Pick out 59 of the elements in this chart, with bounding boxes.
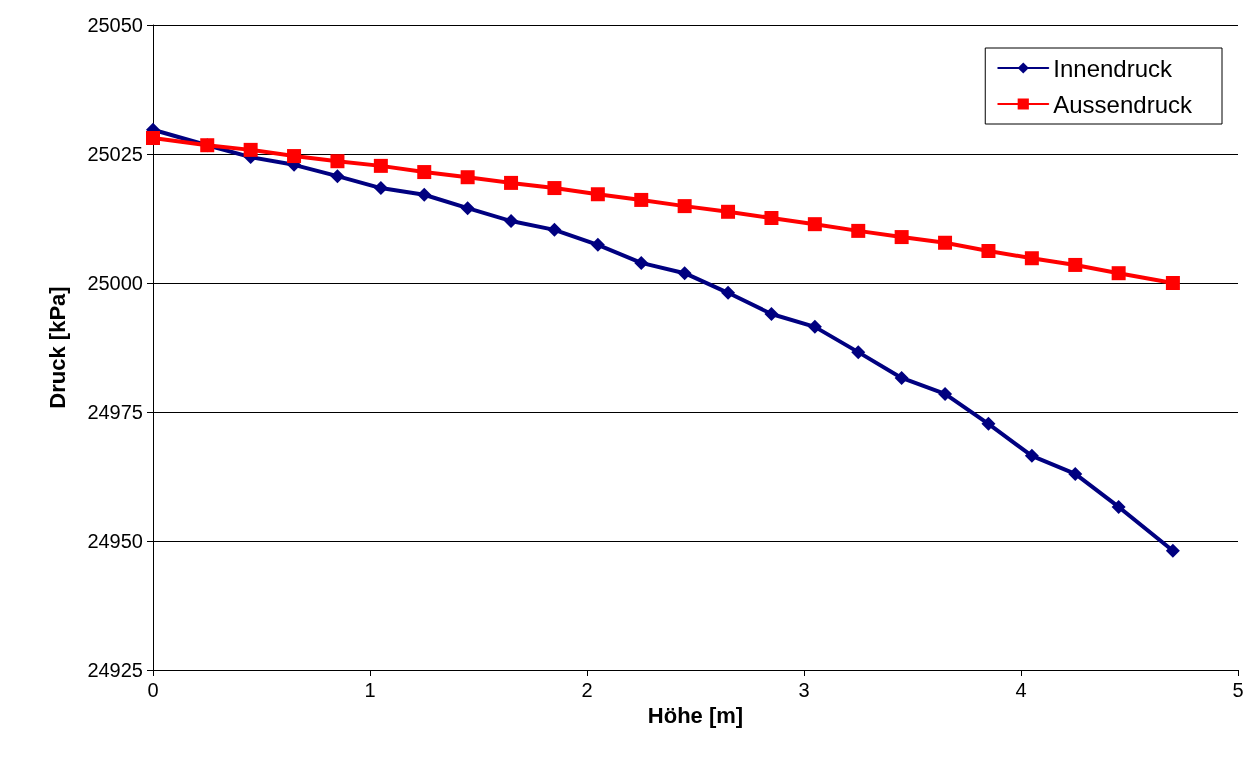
- point: [547, 181, 562, 196]
- legend-label: Innendruck: [1053, 54, 1174, 82]
- point: [764, 306, 779, 321]
- point: [1068, 257, 1083, 272]
- x-tick-label: 2: [581, 679, 593, 701]
- point: [417, 187, 432, 202]
- point: [330, 169, 345, 184]
- point: [460, 201, 475, 216]
- point: [373, 158, 388, 173]
- point: [634, 255, 649, 270]
- point: [373, 181, 388, 196]
- point: [547, 222, 562, 237]
- point: [1068, 466, 1083, 481]
- x-tick-label: 3: [798, 679, 810, 701]
- x-tick-label: 4: [1015, 679, 1027, 701]
- point: [146, 131, 160, 145]
- point: [894, 230, 909, 245]
- x-tick-label: 0: [147, 679, 159, 701]
- y-tick-label: 25025: [87, 143, 143, 165]
- point: [807, 319, 822, 334]
- point: [590, 237, 605, 252]
- legend-label: Aussendruck: [1053, 90, 1193, 118]
- point: [287, 149, 302, 164]
- point: [460, 170, 475, 185]
- point: [243, 142, 258, 157]
- point: [590, 187, 605, 202]
- y-tick-label: 25000: [87, 272, 143, 294]
- point: [330, 154, 345, 169]
- y-tick-label: 24925: [87, 659, 143, 681]
- y-tick-label: 25050: [87, 14, 143, 36]
- y-tick-label: 24950: [87, 530, 143, 552]
- point: [1165, 543, 1180, 558]
- point: [1111, 266, 1126, 281]
- point: [721, 204, 736, 219]
- point: [981, 244, 996, 259]
- point: [1165, 276, 1180, 290]
- x-tick-label: 1: [364, 679, 376, 701]
- point: [764, 210, 779, 225]
- point: [504, 175, 519, 190]
- y-tick-label: 24975: [87, 401, 143, 423]
- point: [938, 386, 953, 401]
- point: [634, 192, 649, 207]
- point: [938, 235, 953, 250]
- point: [851, 223, 866, 238]
- x-axis-title: Höhe [m]: [647, 703, 744, 729]
- y-axis-title: Druck [kPa]: [44, 286, 70, 409]
- point: [894, 370, 909, 385]
- point: [677, 266, 692, 281]
- point: [851, 345, 866, 360]
- point: [721, 285, 736, 300]
- point: [981, 416, 996, 431]
- x-tick-label: 5: [1232, 679, 1244, 701]
- point: [504, 214, 519, 229]
- point: [1024, 251, 1039, 266]
- point: [807, 217, 822, 232]
- point: [677, 199, 692, 214]
- point: [1111, 499, 1126, 514]
- point: [1024, 448, 1039, 463]
- point: [417, 165, 432, 180]
